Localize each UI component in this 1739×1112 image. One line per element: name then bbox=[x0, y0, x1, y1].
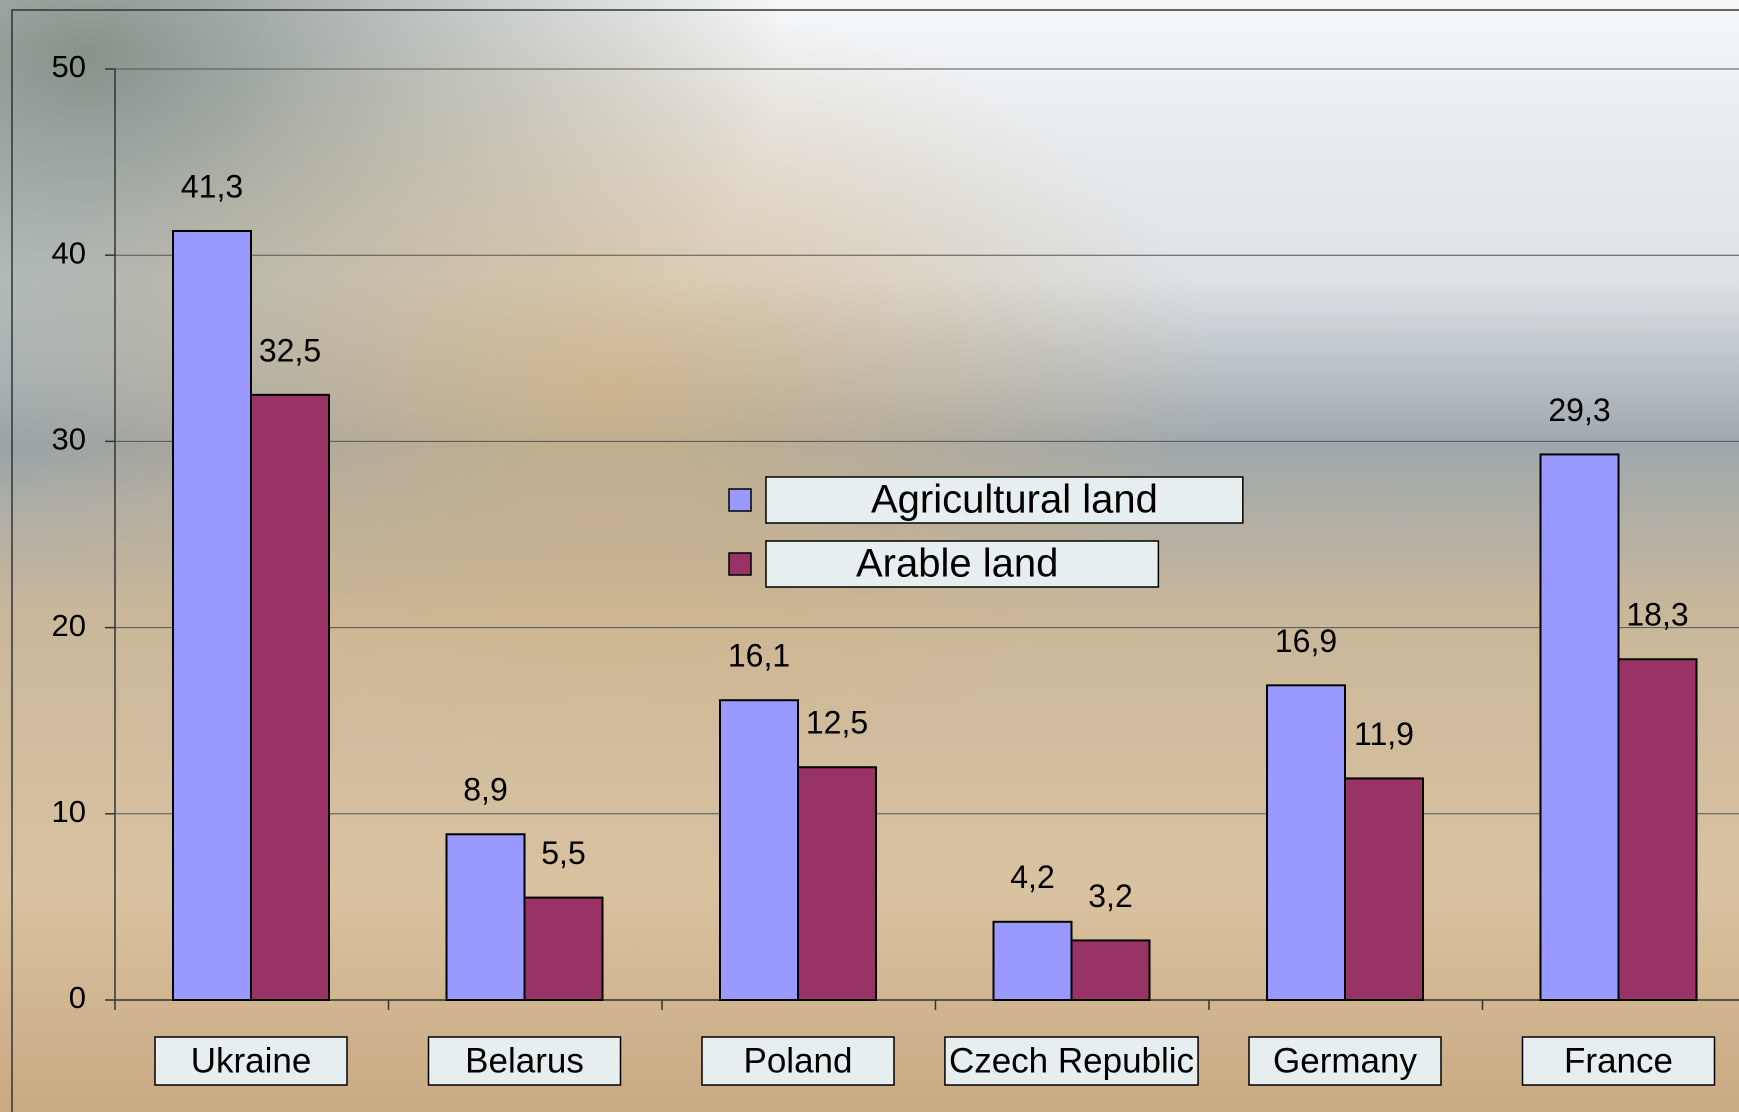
legend-swatch bbox=[728, 488, 752, 512]
x-tick-label: Poland bbox=[744, 1041, 853, 1080]
category-label-box: Poland bbox=[701, 1036, 895, 1086]
label-box bbox=[154, 1036, 348, 1086]
x-tick-label: Germany bbox=[1273, 1041, 1417, 1080]
category-label-box: Belarus bbox=[427, 1036, 622, 1086]
bar bbox=[250, 393, 330, 1002]
y-tick-label: 40 bbox=[52, 235, 86, 270]
legend-box bbox=[765, 540, 1160, 588]
legend-box bbox=[765, 476, 1244, 524]
x-tick-label: Czech Republic bbox=[949, 1041, 1194, 1080]
legend-label: Agricultural land bbox=[871, 478, 1158, 522]
legend-swatch bbox=[728, 552, 752, 576]
y-tick-label: 30 bbox=[52, 422, 86, 457]
category-label-box: Ukraine bbox=[154, 1036, 348, 1086]
bar bbox=[1539, 453, 1620, 1001]
value-label: 32,5 bbox=[259, 332, 321, 368]
x-tick-label: Ukraine bbox=[191, 1041, 312, 1080]
bar bbox=[1617, 658, 1698, 1002]
bar bbox=[992, 920, 1073, 1002]
bar bbox=[797, 766, 877, 1001]
value-label: 8,9 bbox=[463, 772, 507, 808]
bar bbox=[719, 699, 799, 1002]
bar bbox=[523, 896, 604, 1002]
label-box bbox=[1521, 1036, 1716, 1086]
category-label-box: France bbox=[1521, 1036, 1716, 1086]
x-tick-label: France bbox=[1564, 1041, 1673, 1080]
value-label: 4,2 bbox=[1010, 859, 1054, 895]
category-label-box: Germany bbox=[1248, 1036, 1442, 1086]
y-tick-label: 0 bbox=[69, 980, 86, 1015]
value-label: 29,3 bbox=[1548, 392, 1610, 428]
x-tick-label: Belarus bbox=[465, 1041, 584, 1080]
value-label: 16,9 bbox=[1275, 623, 1337, 659]
value-label: 16,1 bbox=[728, 638, 790, 674]
value-label: 18,3 bbox=[1626, 597, 1688, 633]
bar bbox=[1266, 684, 1346, 1002]
y-tick-label: 10 bbox=[52, 794, 86, 829]
y-tick-label: 20 bbox=[52, 608, 86, 643]
bar bbox=[445, 833, 526, 1001]
value-label: 41,3 bbox=[181, 168, 243, 204]
chart-border bbox=[11, 9, 1739, 1112]
label-box bbox=[944, 1036, 1199, 1086]
label-box bbox=[701, 1036, 895, 1086]
value-label: 3,2 bbox=[1088, 878, 1132, 914]
value-label: 11,9 bbox=[1354, 716, 1414, 752]
bar bbox=[1070, 939, 1151, 1002]
label-box bbox=[1248, 1036, 1442, 1086]
value-label: 5,5 bbox=[541, 835, 585, 871]
value-label: 12,5 bbox=[806, 705, 868, 741]
y-tick-label: 50 bbox=[52, 49, 86, 84]
label-box bbox=[427, 1036, 622, 1086]
bar bbox=[172, 229, 252, 1001]
bar bbox=[1344, 777, 1424, 1001]
category-label-box: Czech Republic bbox=[944, 1036, 1199, 1086]
legend-label: Arable land bbox=[856, 542, 1058, 586]
